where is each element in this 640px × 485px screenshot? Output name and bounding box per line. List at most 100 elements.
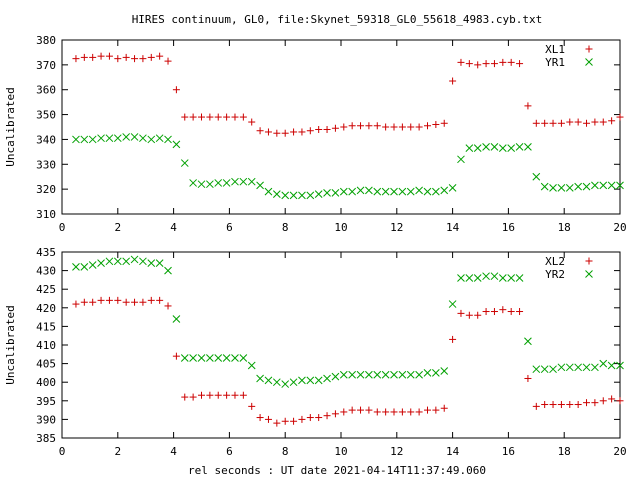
data-point-yr2 <box>197 354 206 362</box>
data-point-xl2 <box>189 393 197 401</box>
data-point-yr1 <box>180 159 189 167</box>
data-point-xl1 <box>156 52 164 60</box>
data-point-xl1 <box>114 55 122 63</box>
x-tick-label: 2 <box>114 445 121 458</box>
legend-marker-xl2 <box>585 257 593 265</box>
data-point-yr2 <box>80 263 89 271</box>
data-point-xl1 <box>214 113 222 121</box>
legend-marker-yr2 <box>585 270 593 278</box>
x-axis-label: rel seconds : UT date 2021-04-14T11:37:4… <box>188 464 486 477</box>
data-point-xl2 <box>231 391 239 399</box>
data-point-xl2 <box>181 393 189 401</box>
data-point-yr2 <box>356 370 365 379</box>
data-point-xl1 <box>616 113 624 121</box>
data-point-xl2 <box>583 399 591 407</box>
data-point-xl2 <box>198 391 205 399</box>
data-point-yr1 <box>339 187 348 196</box>
data-point-yr2 <box>155 259 164 268</box>
x-tick-label: 14 <box>446 221 460 234</box>
data-point-yr1 <box>432 187 440 196</box>
data-point-yr1 <box>457 155 465 164</box>
data-point-yr2 <box>256 374 264 383</box>
data-point-xl2 <box>331 410 339 418</box>
data-point-yr1 <box>323 189 331 197</box>
data-point-yr2 <box>298 376 306 385</box>
data-point-yr2 <box>599 359 608 368</box>
data-point-xl2 <box>490 308 498 316</box>
x-tick-label: 2 <box>114 221 121 234</box>
bottom-axis-ticks: 385 390 395 400 405 410 415 420 425 430 435 0 2 4 6 8 10… <box>36 246 627 458</box>
data-point-xl1 <box>591 118 599 126</box>
data-point-yr1 <box>574 182 583 191</box>
data-point-xl1 <box>499 58 507 66</box>
data-point-yr2 <box>465 274 474 282</box>
data-point-yr2 <box>331 372 340 381</box>
data-point-yr2 <box>549 365 557 374</box>
data-point-xl1 <box>331 124 339 132</box>
data-point-xl2 <box>172 352 180 360</box>
data-point-xl2 <box>465 311 473 319</box>
data-point-yr2 <box>323 374 331 383</box>
data-point-xl2 <box>382 408 390 416</box>
data-point-yr1 <box>214 179 223 187</box>
data-point-xl2 <box>449 335 457 343</box>
y-tick-label: 410 <box>36 339 56 352</box>
y-tick-label: 350 <box>36 109 56 122</box>
data-point-yr1 <box>373 187 382 196</box>
data-point-yr2 <box>222 354 231 362</box>
x-tick-label: 18 <box>558 445 571 458</box>
data-point-xl1 <box>264 128 272 136</box>
data-point-xl1 <box>147 53 155 61</box>
data-point-xl1 <box>557 119 565 127</box>
data-point-yr1 <box>540 182 549 191</box>
data-point-xl2 <box>557 401 565 409</box>
data-point-xl1 <box>181 113 189 121</box>
data-point-yr2 <box>473 274 482 282</box>
x-tick-label: 12 <box>390 445 403 458</box>
top-data-points <box>72 52 624 200</box>
data-point-yr2 <box>440 367 449 375</box>
data-point-xl1 <box>206 113 214 121</box>
data-point-yr2 <box>339 370 348 379</box>
data-point-yr1 <box>239 177 248 186</box>
data-point-yr2 <box>214 354 223 362</box>
data-point-xl2 <box>373 408 381 416</box>
data-point-yr1 <box>172 140 181 149</box>
y-tick-label: 385 <box>36 432 56 445</box>
data-point-xl1 <box>423 122 431 130</box>
data-point-yr2 <box>616 361 624 370</box>
bottom-y-axis-label: Uncalibrated <box>4 305 17 384</box>
x-tick-label: 16 <box>502 445 515 458</box>
data-point-yr2 <box>264 376 273 385</box>
data-point-yr1 <box>356 186 365 195</box>
data-point-xl2 <box>97 296 105 304</box>
data-point-xl1 <box>298 128 306 136</box>
data-point-yr1 <box>448 184 457 192</box>
data-point-xl1 <box>80 53 88 61</box>
data-point-xl1 <box>549 119 557 127</box>
bottom-plot-frame <box>61 251 621 439</box>
data-point-yr1 <box>314 190 323 198</box>
data-point-xl2 <box>80 298 88 306</box>
data-point-xl1 <box>189 113 197 121</box>
data-point-yr1 <box>164 135 172 144</box>
data-point-xl1 <box>306 127 314 135</box>
chart-title: HIRES continuum, GL0, file:Skynet_59318_… <box>132 13 543 26</box>
y-tick-label: 360 <box>36 84 56 97</box>
x-tick-label: 0 <box>59 221 66 234</box>
data-point-xl1 <box>532 119 540 127</box>
data-point-xl2 <box>608 395 616 403</box>
data-point-xl1 <box>608 117 616 125</box>
data-point-xl1 <box>139 55 147 63</box>
data-point-xl2 <box>340 408 348 416</box>
data-point-xl1 <box>474 61 482 69</box>
y-tick-label: 420 <box>36 302 56 315</box>
data-point-xl2 <box>156 296 164 304</box>
data-point-xl2 <box>507 308 515 316</box>
data-point-yr1 <box>247 177 256 186</box>
x-tick-label: 18 <box>558 221 571 234</box>
data-point-yr2 <box>172 315 181 323</box>
